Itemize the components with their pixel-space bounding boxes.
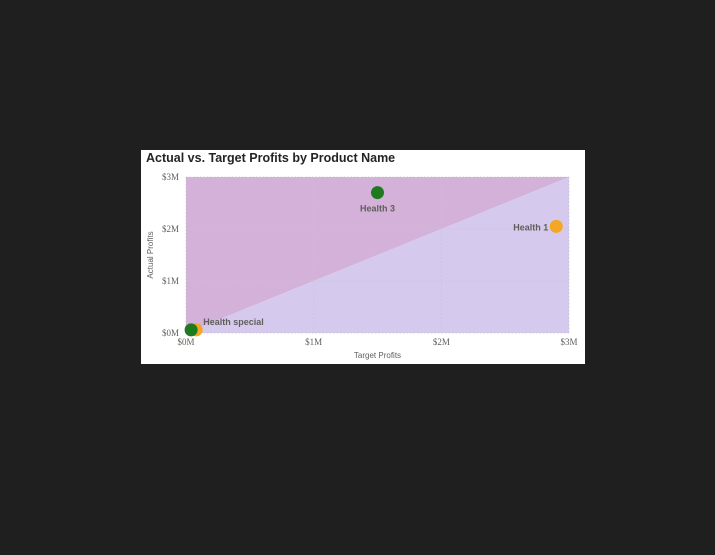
data-point-label: Health special [203,317,264,327]
data-point-label: Health 1 [513,222,548,232]
x-axis-ticks: $0M $1M $2M $3M [177,337,577,347]
below-target-region [186,177,569,333]
y-axis-title: Actual Profits [146,231,155,278]
x-axis-title: Target Profits [354,351,401,360]
y-tick-label: $0M [162,328,179,338]
x-tick-label: $1M [305,337,322,347]
y-tick-label: $3M [162,172,179,182]
x-tick-label: $0M [177,337,194,347]
x-tick-label: $3M [560,337,577,347]
data-point[interactable] [371,186,384,200]
chart-title: Actual vs. Target Profits by Product Nam… [146,151,396,165]
y-tick-label: $2M [162,224,179,234]
chart-card: Actual vs. Target Profits by Product Nam… [141,150,585,364]
data-point[interactable] [549,219,563,233]
scatter-chart: $0M $1M $2M $3M $0M $1M $2M $3M Target Profits… [146,172,578,360]
x-tick-label: $2M [433,337,450,347]
data-points[interactable]: Health 3 Health 1 Health special [184,186,563,337]
y-axis-ticks: $0M $1M $2M $3M [162,172,179,338]
data-point-label: Health 3 [360,204,395,214]
data-point[interactable] [184,323,198,337]
gridlines [185,176,570,334]
y-tick-label: $1M [162,276,179,286]
